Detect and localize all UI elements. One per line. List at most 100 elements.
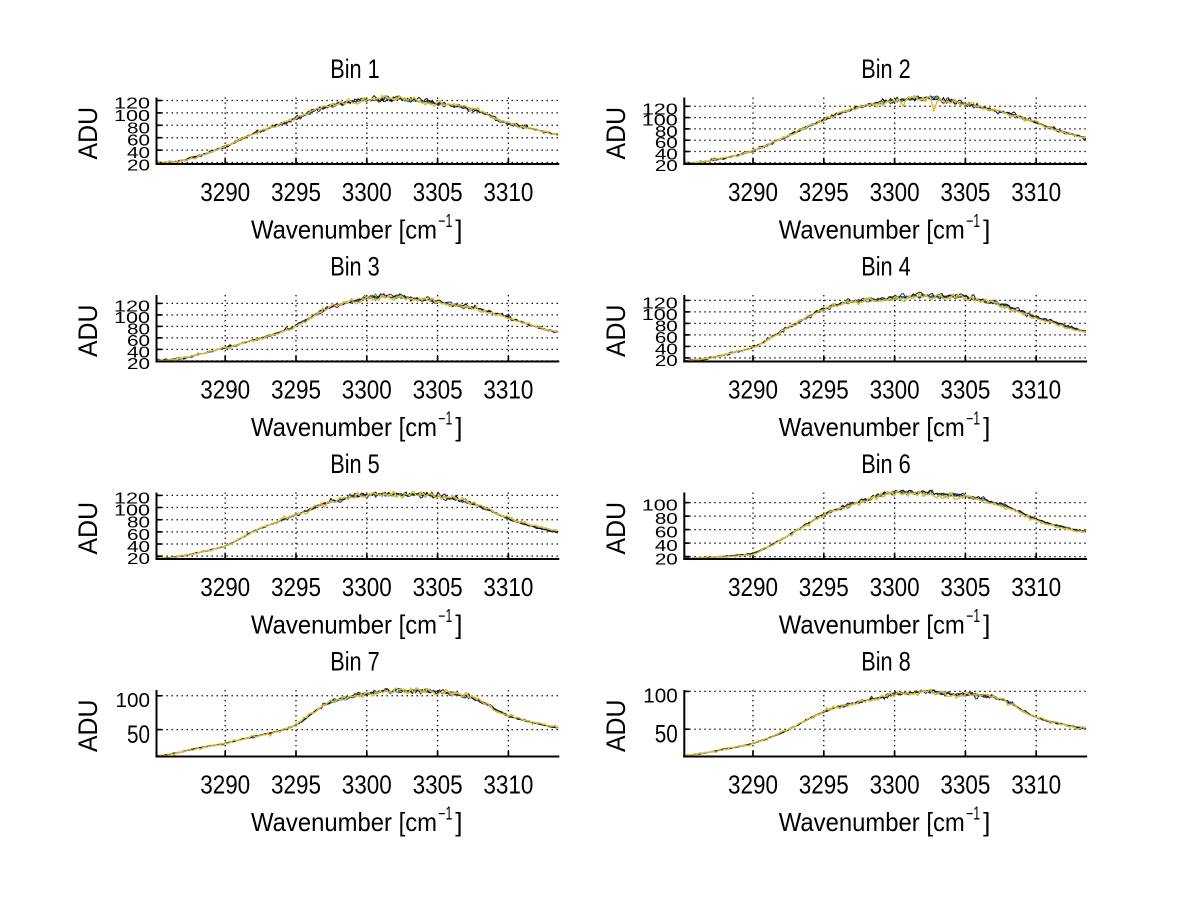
svg-text:−1: −1 (438, 606, 452, 626)
svg-text:3290: 3290 (200, 572, 250, 602)
svg-text:20: 20 (127, 157, 150, 174)
svg-text:3310: 3310 (1011, 572, 1061, 602)
svg-text:Bin 6: Bin 6 (861, 449, 911, 479)
svg-text:3305: 3305 (940, 177, 990, 207)
svg-text:3300: 3300 (342, 177, 392, 207)
svg-text:3300: 3300 (342, 572, 392, 602)
svg-text:50: 50 (655, 721, 678, 748)
svg-text:3310: 3310 (483, 375, 533, 405)
svg-text:80: 80 (127, 119, 150, 136)
svg-text:80: 80 (655, 123, 678, 140)
svg-text:3290: 3290 (728, 177, 778, 207)
svg-text:3295: 3295 (799, 375, 849, 405)
svg-text:100: 100 (114, 309, 150, 326)
svg-text:3305: 3305 (940, 770, 990, 800)
svg-text:−1: −1 (966, 409, 980, 429)
svg-text:20: 20 (655, 551, 678, 568)
svg-text:100: 100 (114, 107, 150, 124)
svg-text:120: 120 (642, 295, 678, 312)
svg-text:3310: 3310 (483, 770, 533, 800)
svg-text:]: ] (983, 412, 990, 442)
svg-text:]: ] (455, 412, 462, 442)
svg-text:Bin 7: Bin 7 (330, 647, 380, 677)
svg-text:80: 80 (127, 321, 150, 338)
svg-text:3290: 3290 (200, 177, 250, 207)
svg-text:60: 60 (127, 332, 150, 349)
svg-text:−1: −1 (966, 211, 980, 231)
svg-text:100: 100 (642, 497, 678, 514)
svg-text:3295: 3295 (271, 375, 321, 405)
svg-text:Bin 1: Bin 1 (330, 54, 380, 84)
svg-text:ADU: ADU (601, 700, 631, 753)
svg-text:3300: 3300 (870, 375, 920, 405)
svg-text:40: 40 (127, 144, 150, 161)
svg-text:120: 120 (642, 100, 678, 117)
svg-text:100: 100 (642, 112, 678, 129)
svg-text:]: ] (983, 215, 990, 245)
svg-text:3305: 3305 (413, 177, 463, 207)
svg-text:3290: 3290 (200, 770, 250, 800)
svg-text:3300: 3300 (870, 177, 920, 207)
svg-text:60: 60 (127, 132, 150, 149)
svg-text:]: ] (455, 807, 462, 837)
svg-text:Wavenumber [cm: Wavenumber [cm (251, 807, 437, 837)
svg-text:Wavenumber [cm: Wavenumber [cm (251, 412, 437, 442)
svg-text:Wavenumber [cm: Wavenumber [cm (779, 807, 965, 837)
svg-text:Wavenumber [cm: Wavenumber [cm (779, 610, 965, 640)
svg-text:20: 20 (127, 550, 150, 567)
svg-text:100: 100 (643, 684, 678, 707)
svg-text:3310: 3310 (1011, 375, 1061, 405)
svg-text:3305: 3305 (940, 375, 990, 405)
svg-text:Bin 4: Bin 4 (861, 252, 911, 282)
svg-text:20: 20 (127, 355, 150, 372)
svg-text:−1: −1 (438, 804, 452, 824)
svg-text:100: 100 (642, 306, 678, 323)
svg-text:60: 60 (655, 329, 678, 346)
svg-text:Bin 5: Bin 5 (330, 449, 380, 479)
svg-text:60: 60 (655, 134, 678, 151)
svg-text:Bin 8: Bin 8 (861, 647, 911, 677)
svg-text:3310: 3310 (483, 572, 533, 602)
svg-text:]: ] (455, 215, 462, 245)
svg-text:100: 100 (116, 689, 151, 712)
svg-text:120: 120 (114, 95, 150, 112)
svg-text:Bin 2: Bin 2 (861, 54, 911, 84)
svg-text:ADU: ADU (601, 502, 631, 555)
svg-text:80: 80 (127, 514, 150, 531)
svg-text:40: 40 (655, 537, 678, 554)
svg-text:ADU: ADU (73, 107, 103, 160)
svg-text:3295: 3295 (271, 770, 321, 800)
svg-text:3295: 3295 (799, 572, 849, 602)
svg-text:40: 40 (655, 341, 678, 358)
svg-text:3290: 3290 (728, 375, 778, 405)
svg-text:3290: 3290 (728, 572, 778, 602)
svg-text:Wavenumber [cm: Wavenumber [cm (251, 610, 437, 640)
svg-text:3310: 3310 (1011, 770, 1061, 800)
svg-text:]: ] (983, 610, 990, 640)
svg-text:−1: −1 (438, 409, 452, 429)
svg-text:−1: −1 (966, 606, 980, 626)
svg-text:40: 40 (127, 538, 150, 555)
svg-text:−1: −1 (438, 211, 452, 231)
svg-text:80: 80 (655, 318, 678, 335)
svg-text:Bin 3: Bin 3 (330, 252, 380, 282)
svg-text:3295: 3295 (799, 177, 849, 207)
svg-text:Wavenumber [cm: Wavenumber [cm (779, 412, 965, 442)
svg-text:ADU: ADU (73, 305, 103, 358)
svg-text:3305: 3305 (413, 572, 463, 602)
svg-text:50: 50 (127, 721, 150, 748)
svg-text:ADU: ADU (73, 700, 103, 753)
svg-text:3305: 3305 (413, 770, 463, 800)
svg-text:Wavenumber [cm: Wavenumber [cm (779, 215, 965, 245)
svg-text:40: 40 (655, 146, 678, 163)
svg-text:80: 80 (655, 510, 678, 527)
svg-text:ADU: ADU (73, 502, 103, 555)
svg-text:3300: 3300 (870, 572, 920, 602)
svg-text:3295: 3295 (271, 572, 321, 602)
svg-text:Wavenumber [cm: Wavenumber [cm (251, 215, 437, 245)
svg-text:3300: 3300 (342, 375, 392, 405)
svg-text:ADU: ADU (601, 107, 631, 160)
svg-text:−1: −1 (966, 804, 980, 824)
svg-text:3305: 3305 (940, 572, 990, 602)
svg-text:3310: 3310 (483, 177, 533, 207)
